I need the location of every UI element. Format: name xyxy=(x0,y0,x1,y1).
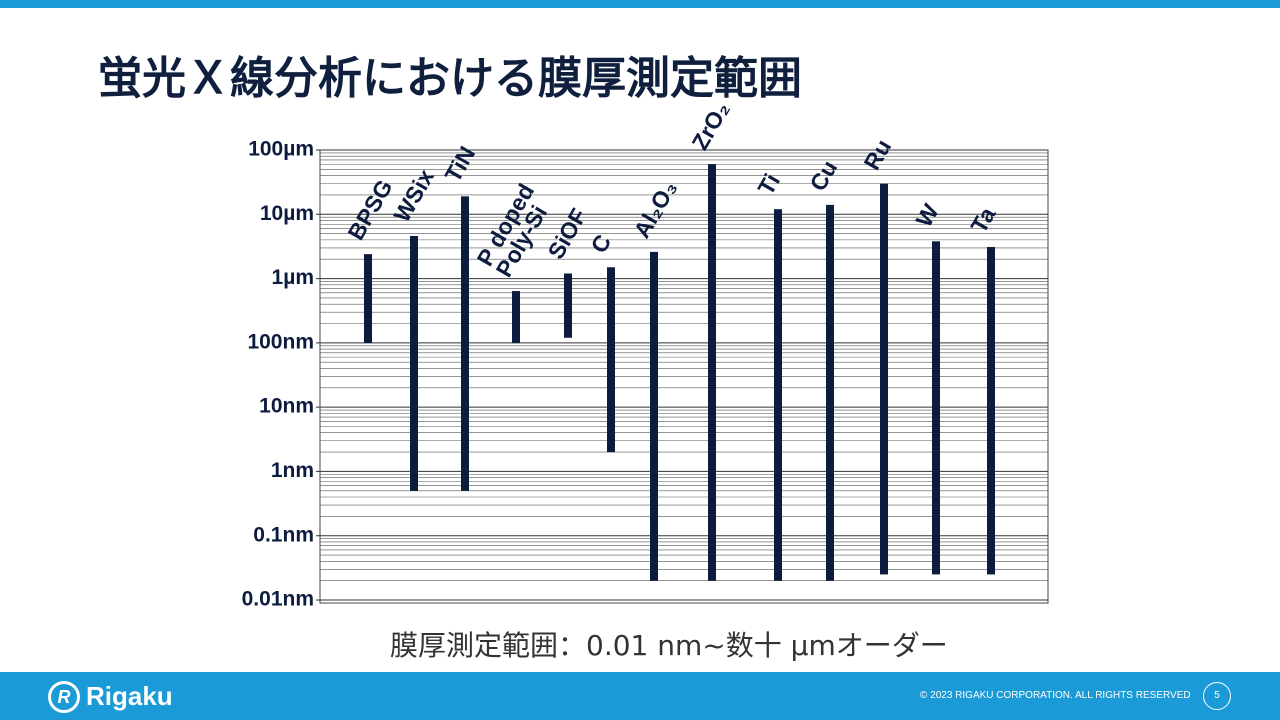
range-bar xyxy=(932,241,940,575)
y-tick-label: 1nm xyxy=(271,459,314,482)
range-bar xyxy=(461,196,469,491)
y-tick-label: 1µm xyxy=(272,266,314,289)
y-tick-label: 10µm xyxy=(260,202,314,225)
range-bar xyxy=(987,246,995,575)
title: 蛍光Ｘ線分析における膜厚測定範囲 xyxy=(98,53,802,104)
y-tick-label: 0.01nm xyxy=(242,588,314,611)
range-bar xyxy=(512,291,520,343)
range-bar xyxy=(607,267,615,453)
range-bar xyxy=(650,251,658,581)
y-tick-label: 10nm xyxy=(259,395,314,418)
range-bar xyxy=(708,164,716,581)
caption: 膜厚測定範囲：0.01 nm~数十 µmオーダー xyxy=(390,629,948,662)
range-bar xyxy=(826,204,834,581)
range-bar xyxy=(774,209,782,581)
page-number: 5 xyxy=(1203,682,1231,710)
copyright: © 2023 RIGAKU CORPORATION. ALL RIGHTS RE… xyxy=(920,690,1191,701)
logo-mark: R xyxy=(48,681,80,713)
y-tick-label: 0.1nm xyxy=(253,523,314,546)
range-bar xyxy=(880,183,888,575)
y-tick-label: 100µm xyxy=(248,138,314,161)
range-bar xyxy=(364,254,372,343)
logo-text: Rigaku xyxy=(86,681,173,711)
range-bar xyxy=(564,273,572,338)
top-bar xyxy=(0,0,1280,8)
footer-bar: R Rigaku © 2023 RIGAKU CORPORATION. ALL … xyxy=(0,672,1280,720)
range-bar xyxy=(410,235,418,491)
y-tick-label: 100nm xyxy=(247,330,314,353)
